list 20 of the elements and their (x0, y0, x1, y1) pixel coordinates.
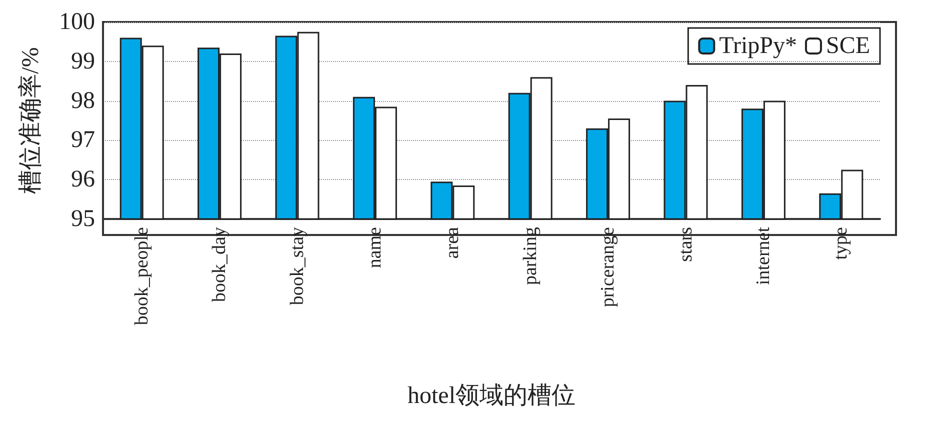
legend-label: TripPy* (719, 33, 797, 59)
y-tick-label: 98 (71, 88, 95, 114)
y-tick-label: 99 (71, 48, 95, 74)
x-axis-title: hotel领域的槽位 (408, 383, 576, 409)
x-tick-label: name (364, 227, 386, 268)
y-tick-label: 100 (59, 9, 95, 35)
x-tick-label: book_people (131, 227, 152, 326)
y-tick-label: 95 (71, 206, 95, 232)
x-tick-label: type (830, 227, 852, 260)
x-tick-label: book_day (209, 226, 230, 302)
x-tick-label: area (442, 226, 464, 259)
x-tick-label: book_stay (286, 226, 308, 306)
y-tick-label: 97 (71, 127, 95, 154)
legend-label: SCE (826, 33, 870, 59)
y-axis-title: 槽位准确率/% (17, 47, 44, 194)
x-tick-label: stars (675, 227, 696, 262)
x-tick-label: parking (520, 226, 541, 286)
y-tick-label: 96 (71, 166, 95, 193)
x-tick-label: internet (752, 226, 774, 286)
x-tick-label: pricerange (598, 227, 619, 308)
